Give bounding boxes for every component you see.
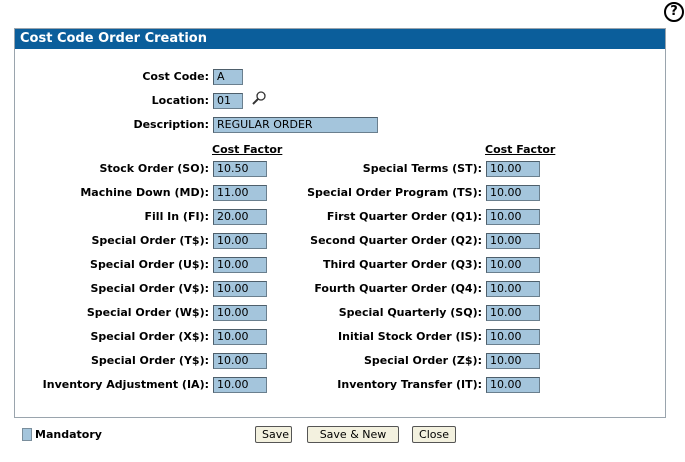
left-row-label: Machine Down (MD): <box>80 186 209 199</box>
panel-title: Cost Code Order Creation <box>15 29 665 49</box>
stock-order-so-field[interactable]: 10.50 <box>213 161 267 177</box>
help-icon[interactable]: ? <box>664 2 684 22</box>
special-order-u-field[interactable]: 10.00 <box>213 257 267 273</box>
initial-stock-order-is-field[interactable]: 10.00 <box>486 329 540 345</box>
left-row-label: Special Order (Y$): <box>90 354 209 367</box>
cost-code-order-panel: Cost Code Order Creation <box>14 28 666 418</box>
right-row-label: First Quarter Order (Q1): <box>326 210 482 223</box>
special-order-v-field[interactable]: 10.00 <box>213 281 267 297</box>
right-row-label: Special Order (Z$): <box>363 354 482 367</box>
right-row-label: Initial Stock Order (IS): <box>338 330 482 343</box>
inventory-adjustment-ia-field[interactable]: 10.00 <box>213 377 267 393</box>
left-row-label: Special Order (W$): <box>86 306 209 319</box>
left-row-label: Fill In (FI): <box>144 210 209 223</box>
right-row-label: Special Quarterly (SQ): <box>338 306 482 319</box>
left-row-label: Stock Order (SO): <box>99 162 210 175</box>
left-row-label: Special Order (X$): <box>90 330 209 343</box>
right-row-label: Inventory Transfer (IT): <box>337 378 482 391</box>
left-row-label: Special Order (T$): <box>91 234 209 247</box>
special-order-y-field[interactable]: 10.00 <box>213 353 267 369</box>
mandatory-swatch <box>22 428 32 441</box>
location-label: Location: <box>151 94 209 107</box>
right-cost-factor-header: Cost Factor <box>485 143 556 156</box>
special-order-w-field[interactable]: 10.00 <box>213 305 267 321</box>
right-row-label: Fourth Quarter Order (Q4): <box>314 282 482 295</box>
right-row-label: Third Quarter Order (Q3): <box>322 258 482 271</box>
second-quarter-order-q2-field[interactable]: 10.00 <box>486 233 540 249</box>
location-field[interactable]: 01 <box>213 93 243 109</box>
special-order-x-field[interactable]: 10.00 <box>213 329 267 345</box>
close-button[interactable]: Close <box>412 426 456 443</box>
inventory-transfer-it-field[interactable]: 10.00 <box>486 377 540 393</box>
description-field[interactable]: REGULAR ORDER <box>213 117 378 133</box>
left-row-label: Special Order (V$): <box>90 282 209 295</box>
description-label: Description: <box>133 118 209 131</box>
left-row-label: Inventory Adjustment (IA): <box>42 378 209 391</box>
fourth-quarter-order-q4-field[interactable]: 10.00 <box>486 281 540 297</box>
save-and-new-button[interactable]: Save & New <box>307 426 399 443</box>
right-row-label: Special Terms (ST): <box>362 162 482 175</box>
save-button[interactable]: Save <box>255 426 292 443</box>
special-order-t-field[interactable]: 10.00 <box>213 233 267 249</box>
magnifier-icon[interactable] <box>251 90 267 106</box>
left-cost-factor-header: Cost Factor <box>212 143 283 156</box>
special-quarterly-sq-field[interactable]: 10.00 <box>486 305 540 321</box>
right-row-label: Special Order Program (TS): <box>307 186 482 199</box>
fill-in-fi-field[interactable]: 20.00 <box>213 209 267 225</box>
special-order-z-field[interactable]: 10.00 <box>486 353 540 369</box>
third-quarter-order-q3-field[interactable]: 10.00 <box>486 257 540 273</box>
mandatory-legend-label: Mandatory <box>35 428 102 441</box>
left-row-label: Special Order (U$): <box>90 258 209 271</box>
right-row-label: Second Quarter Order (Q2): <box>310 234 482 247</box>
first-quarter-order-q1-field[interactable]: 10.00 <box>486 209 540 225</box>
machine-down-md-field[interactable]: 11.00 <box>213 185 267 201</box>
special-order-program-ts-field[interactable]: 10.00 <box>486 185 540 201</box>
cost-code-label: Cost Code: <box>142 70 209 83</box>
special-terms-st-field[interactable]: 10.00 <box>486 161 540 177</box>
cost-code-field[interactable]: A <box>213 69 243 85</box>
